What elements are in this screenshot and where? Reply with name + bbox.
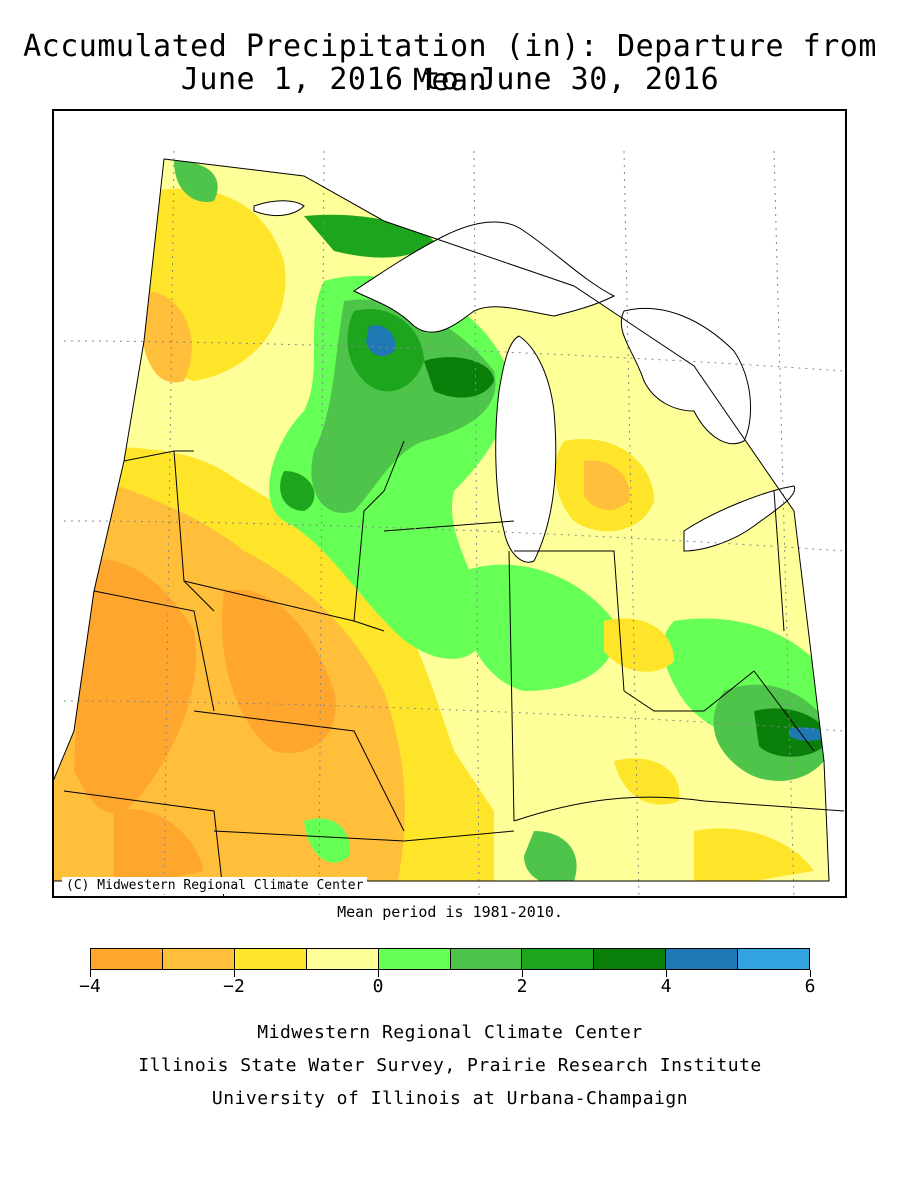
footer-university: University of Illinois at Urbana-Champai… bbox=[211, 1088, 689, 1109]
legend-swatch bbox=[306, 949, 379, 969]
shade-virginia-dry bbox=[694, 828, 814, 881]
legend-tick bbox=[665, 970, 667, 977]
mean-period-note: Mean period is 1981-2010. bbox=[337, 903, 563, 921]
legend-swatch bbox=[522, 949, 595, 969]
shade-kentucky-dry bbox=[614, 758, 680, 805]
legend-tick bbox=[89, 970, 91, 977]
border-ne-ks bbox=[93, 590, 215, 712]
border-mo-ar bbox=[213, 830, 515, 842]
land-outline bbox=[54, 158, 830, 882]
border-ky-tn bbox=[513, 796, 845, 822]
legend-tick bbox=[377, 970, 379, 977]
border-il-in bbox=[508, 550, 515, 822]
legend-tick bbox=[233, 970, 235, 977]
shade-ne-wisconsin-peak bbox=[424, 357, 494, 398]
shade-kansas-dry bbox=[114, 809, 204, 881]
shade-nw-minnesota-drier bbox=[141, 291, 192, 383]
shade-kentucky-wet bbox=[524, 831, 577, 881]
legend-swatch bbox=[450, 949, 523, 969]
shade-indiana-wet bbox=[462, 564, 616, 691]
legend-swatch bbox=[738, 949, 810, 969]
great-lakes bbox=[253, 200, 796, 563]
shade-west-very-dry bbox=[74, 559, 196, 813]
footer-organization: Midwestern Regional Climate Center bbox=[257, 1022, 643, 1043]
departure-shading bbox=[54, 159, 829, 881]
shade-missouri-wet bbox=[304, 818, 350, 863]
border-ks-ok bbox=[63, 790, 225, 896]
border-wi-mn bbox=[353, 440, 405, 622]
border-ia-mo bbox=[193, 710, 405, 832]
legend-tick-label: −2 bbox=[223, 976, 245, 997]
color-legend bbox=[90, 948, 810, 970]
legend-tick-label: 6 bbox=[804, 976, 816, 997]
shade-lower-michigan-drier bbox=[584, 460, 630, 511]
legend-swatch bbox=[162, 949, 235, 969]
state-borders bbox=[63, 440, 845, 896]
border-oh-ky bbox=[623, 670, 755, 712]
footer-survey: Illinois State Water Survey, Prairie Res… bbox=[138, 1055, 762, 1076]
map-copyright: (C) Midwestern Regional Climate Center bbox=[62, 877, 368, 894]
lake-of-the-woods bbox=[253, 200, 305, 217]
border-wi-il bbox=[383, 520, 515, 532]
graticule bbox=[63, 150, 845, 896]
legend-tick-label: 4 bbox=[660, 976, 672, 997]
map-title: Accumulated Precipitation (in): Departur… bbox=[23, 29, 877, 98]
map-frame[interactable]: (C) Midwestern Regional Climate Center bbox=[52, 109, 847, 898]
legend-tick bbox=[809, 970, 811, 977]
map-date-range: June 1, 2016 to June 30, 2016 bbox=[180, 62, 720, 97]
shade-iowa-dry bbox=[222, 589, 336, 753]
lake-huron bbox=[620, 307, 752, 445]
shade-se-minnesota-wet bbox=[280, 471, 315, 511]
precipitation-map bbox=[54, 150, 845, 896]
legend-swatch bbox=[594, 949, 667, 969]
lake-erie bbox=[683, 485, 796, 552]
legend-tick bbox=[521, 970, 523, 977]
shade-n-wisconsin-peak bbox=[366, 325, 396, 357]
border-wv-va bbox=[753, 670, 815, 752]
legend-swatch bbox=[91, 949, 163, 969]
border-in-oh bbox=[514, 550, 625, 692]
legend-swatch bbox=[378, 949, 451, 969]
lake-michigan bbox=[495, 335, 557, 563]
legend-tick-label: −4 bbox=[79, 976, 101, 997]
legend-tick-label: 2 bbox=[516, 976, 528, 997]
shade-nw-border-wet bbox=[174, 161, 218, 202]
legend-swatch bbox=[234, 949, 307, 969]
legend-swatch bbox=[666, 949, 739, 969]
border-oh-pa bbox=[773, 490, 785, 632]
legend-tick-label: 0 bbox=[372, 976, 384, 997]
